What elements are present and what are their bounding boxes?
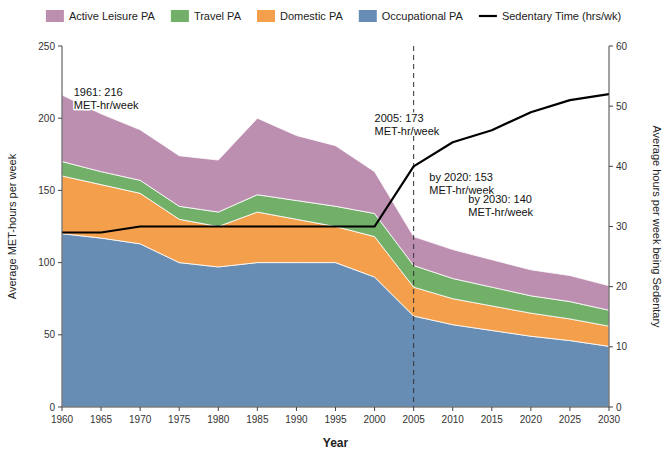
annotation-line: MET-hr/week: [468, 206, 533, 218]
y2-tick-label: 50: [616, 101, 628, 112]
x-tick: [218, 407, 219, 411]
x-tick-label: 1975: [168, 414, 191, 425]
y2-tick-label: 60: [616, 41, 628, 52]
legend-item: Domestic PA: [257, 10, 343, 22]
annotation-line: by 2020: 153: [429, 171, 493, 183]
x-tick: [609, 407, 610, 411]
legend-label: Active Leisure PA: [69, 10, 156, 22]
x-tick: [374, 407, 375, 411]
legend-label: Occupational PA: [382, 10, 464, 22]
legend-swatch: [46, 10, 64, 22]
y2-tick: [609, 286, 613, 287]
y2-tick: [609, 166, 613, 167]
legend-label: Domestic PA: [280, 10, 343, 22]
x-tick-label: 2020: [520, 414, 543, 425]
reference-line: [413, 46, 414, 407]
x-tick: [530, 407, 531, 411]
annotation-line: 2005: 173: [375, 112, 424, 124]
x-tick: [413, 407, 414, 411]
x-tick-label: 2015: [481, 414, 504, 425]
annotation-line: by 2030: 140: [468, 193, 532, 205]
y2-tick: [609, 46, 613, 47]
x-tick: [569, 407, 570, 411]
x-axis-title: Year: [323, 436, 349, 450]
legend-swatch: [479, 15, 497, 17]
x-tick: [491, 407, 492, 411]
legend-item: Active Leisure PA: [46, 10, 156, 22]
legend: Active Leisure PA Travel PA Domestic PA Occ…: [46, 10, 621, 22]
x-tick-label: 1965: [90, 414, 113, 425]
area: [62, 95, 609, 310]
y-tick-label: 150: [38, 185, 55, 196]
y-tick-label: 100: [38, 257, 55, 268]
annotation: 1961: 216MET-hr/week: [74, 86, 139, 111]
legend-swatch: [257, 10, 275, 22]
y2-tick-label: 20: [616, 281, 628, 292]
y2-tick: [609, 346, 613, 347]
y-axis-line: [62, 46, 63, 407]
y-tick-label: 0: [49, 402, 55, 413]
legend-label: Travel PA: [194, 10, 242, 22]
x-tick-label: 2030: [598, 414, 621, 425]
legend-item: Sedentary Time (hrs/wk): [479, 10, 621, 22]
legend-item: Occupational PA: [359, 10, 464, 22]
x-tick: [140, 407, 141, 411]
x-tick: [101, 407, 102, 411]
x-tick: [62, 407, 63, 411]
x-tick: [452, 407, 453, 411]
x-tick: [257, 407, 258, 411]
chart: 1960196519701975198019851990199520002005…: [0, 0, 667, 457]
y-tick: [58, 407, 62, 408]
x-tick: [335, 407, 336, 411]
x-tick-label: 2005: [403, 414, 426, 425]
line: [62, 94, 609, 232]
y2-tick-label: 10: [616, 341, 628, 352]
x-tick-label: 1970: [129, 414, 152, 425]
y2-axis-title: Average hours per week being Sedentary: [651, 125, 663, 328]
y-tick: [58, 334, 62, 335]
x-tick-label: 2010: [442, 414, 465, 425]
annotation: by 2030: 140MET-hr/week: [468, 193, 533, 218]
x-tick-label: 2000: [363, 414, 386, 425]
y-tick-label: 200: [38, 113, 55, 124]
annotation-line: MET-hr/week: [375, 125, 440, 137]
x-tick: [179, 407, 180, 411]
y2-tick: [609, 106, 613, 107]
y-axis-title: Average MET-hours per week: [6, 153, 18, 299]
y2-tick-label: 0: [616, 402, 622, 413]
x-tick-label: 2025: [559, 414, 582, 425]
y2-tick: [609, 226, 613, 227]
y2-tick-label: 40: [616, 161, 628, 172]
x-tick-label: 1980: [207, 414, 230, 425]
plot-area: [62, 46, 609, 407]
y-tick: [58, 190, 62, 191]
x-tick: [296, 407, 297, 411]
x-tick-label: 1960: [51, 414, 74, 425]
y-tick: [58, 46, 62, 47]
legend-swatch: [171, 10, 189, 22]
legend-swatch: [359, 10, 377, 22]
x-tick-label: 1990: [285, 414, 308, 425]
annotation-line: 1961: 216: [74, 86, 123, 98]
annotation: 2005: 173MET-hr/week: [375, 112, 440, 137]
y2-tick-label: 30: [616, 221, 628, 232]
y-tick: [58, 262, 62, 263]
legend-label: Sedentary Time (hrs/wk): [502, 10, 621, 22]
y-tick-label: 50: [44, 329, 56, 340]
y2-tick: [609, 407, 613, 408]
x-tick-label: 1995: [324, 414, 347, 425]
y-tick-label: 250: [38, 41, 55, 52]
axes: 1960196519701975198019851990199520002005…: [38, 41, 627, 426]
annotations: 1961: 216MET-hr/week2005: 173MET-hr/week…: [74, 86, 534, 218]
annotation-line: MET-hr/week: [74, 99, 139, 111]
x-tick-label: 1985: [246, 414, 269, 425]
y-tick: [58, 118, 62, 119]
legend-item: Travel PA: [171, 10, 242, 22]
